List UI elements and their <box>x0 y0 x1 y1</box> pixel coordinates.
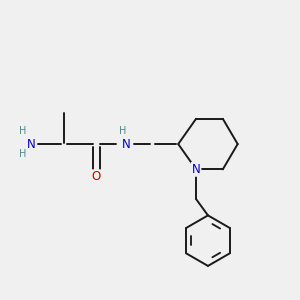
Text: H: H <box>119 126 126 136</box>
Text: O: O <box>92 170 101 183</box>
Text: H: H <box>19 126 26 136</box>
Text: N: N <box>192 163 200 176</box>
Text: H: H <box>19 149 26 160</box>
Text: N: N <box>27 138 35 151</box>
Text: N: N <box>122 138 130 151</box>
